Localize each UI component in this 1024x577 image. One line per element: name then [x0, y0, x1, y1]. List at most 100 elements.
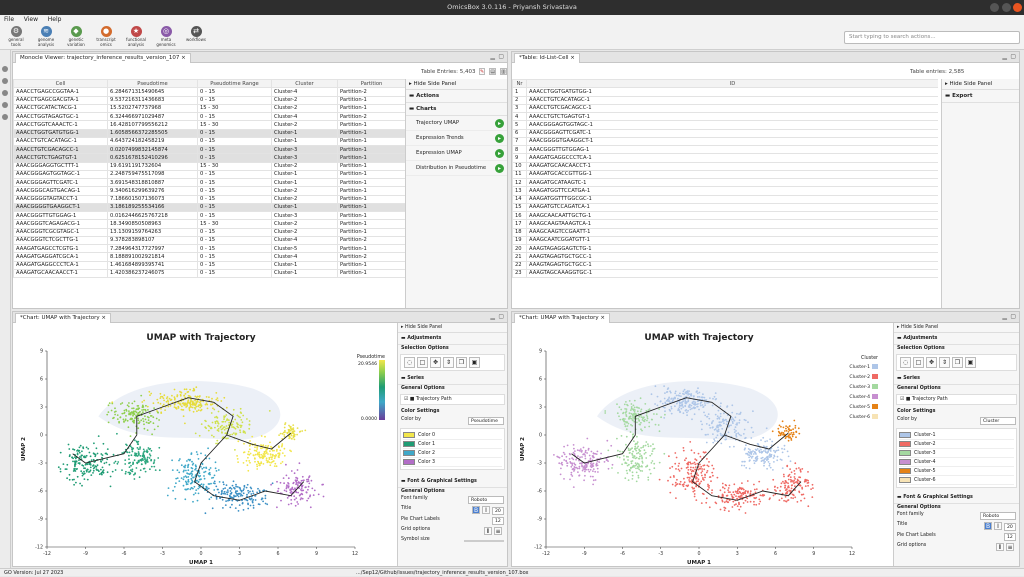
table-row[interactable]: AAAGATGAGGATCGCA-1 8.188891002921814 0 - 1… — [13, 252, 405, 262]
trajectory-path-toggle[interactable]: ☑ ■ Trajectory Path — [400, 394, 505, 405]
color-swatch[interactable] — [899, 468, 911, 474]
hide-side-panel-button[interactable]: ▸ Hide Side Panel — [398, 323, 507, 333]
save-icon[interactable]: ▤ — [489, 68, 496, 75]
table-row[interactable]: AAACCTGGTCAAACTC-1 16.428107799556212 15 -… — [13, 120, 405, 130]
color-swatch-row[interactable]: Cluster-2 — [899, 440, 1014, 449]
table-row[interactable]: AAACGGGTCGCGTAGC-1 13.1309159764263 0 - 15… — [13, 227, 405, 237]
general-tools-button[interactable]: ⚙ general tools — [8, 26, 24, 47]
pan-icon[interactable]: ✥ — [430, 357, 441, 368]
reset-icon[interactable]: ▣ — [965, 357, 976, 368]
table-row[interactable]: AAACGGGCAGTGACAG-1 9.340616299639276 0 - 1… — [13, 186, 405, 196]
menu-view[interactable]: View — [23, 16, 39, 23]
table-row[interactable]: AAACGGGAGGTGCTTT-1 19.6191191732604 15 - 3… — [13, 161, 405, 171]
title-size-input[interactable]: 20 — [492, 507, 504, 515]
color-swatch[interactable] — [899, 459, 911, 465]
umap-pseudotime-chart[interactable]: UMAP with Trajectory-12 -9 -6 -3 0 3 6 9 12-12-9… — [13, 323, 397, 566]
edit-icon[interactable]: ✎ — [479, 68, 486, 75]
table-row[interactable]: AAACCTGTCGACAGCC-1 0.0207499832145874 0 - … — [13, 144, 405, 155]
strip-icon-3[interactable] — [2, 90, 8, 96]
run-icon[interactable]: ▸ — [495, 164, 504, 173]
export-section[interactable]: ▬ Export — [942, 90, 1019, 103]
table-row[interactable]: AAACGGGGTGAAGGCT-1 3.186189255534166 0 - 1… — [13, 202, 405, 213]
pie-size-input[interactable]: 12 — [1004, 533, 1016, 541]
menu-file[interactable]: File — [4, 16, 15, 23]
maximize-icon[interactable] — [1002, 3, 1011, 12]
bold-icon[interactable]: B — [984, 522, 992, 530]
table-row[interactable]: 3 AAACCTGTCGACAGCC-1 — [512, 103, 938, 114]
metagenomics-button[interactable]: ◎ meta genomics — [156, 26, 176, 47]
color-swatch-row[interactable]: Color 2 — [403, 449, 502, 458]
genome-analysis-button[interactable]: ≋ genome analysis — [37, 26, 55, 47]
minimize-panel-icon[interactable]: ▁ — [1002, 313, 1007, 320]
close-icon[interactable] — [1013, 3, 1022, 12]
transcriptomics-button[interactable]: ● transcript omics — [96, 26, 116, 47]
minimize-panel-icon[interactable]: ▁ — [490, 53, 495, 60]
color-swatch-row[interactable]: Cluster-5 — [899, 467, 1014, 476]
column-header[interactable]: Cluster — [271, 79, 338, 89]
table-row[interactable]: 1 AAACCTGGTGATGTGG-1 — [512, 87, 938, 97]
column-header[interactable]: Pseudotime Range — [197, 79, 272, 89]
table-row[interactable]: AAACGGGAGTTCGATC-1 3.691548318810887 0 - 1… — [13, 177, 405, 188]
pie-size-input[interactable]: 12 — [492, 517, 504, 525]
genetic-variation-button[interactable]: ◆ genetic variation — [67, 26, 85, 47]
strip-icon-5[interactable] — [2, 114, 8, 120]
color-by-select[interactable]: Pseudotime — [468, 417, 504, 425]
table-row[interactable]: 14 AAAGATGGTTTGGCGC-1 — [512, 194, 938, 204]
tab-chart-umap-1[interactable]: *Chart: UMAP with Trajectory × — [15, 313, 111, 323]
hide-side-panel-button[interactable]: ▸ Hide Side Panel — [406, 79, 507, 90]
grid-horizontal-icon[interactable]: ≡ — [494, 527, 502, 535]
table-row[interactable]: 12 AAAGATGCATAAGTC-1 — [512, 177, 938, 188]
table-row[interactable]: AAACCTGAGCGACGTA-1 9.537216311436683 0 - 1… — [13, 95, 405, 105]
strip-icon-4[interactable] — [2, 102, 8, 108]
move-icon[interactable]: ⇕ — [939, 357, 950, 368]
column-header[interactable]: Partition — [337, 79, 405, 89]
symbol-size-slider[interactable] — [464, 540, 504, 542]
strip-icon-1[interactable] — [2, 66, 8, 72]
functional-analysis-button[interactable]: ★ functional analysis — [126, 26, 146, 47]
adjustments-section[interactable]: ▬ Adjustments — [398, 333, 507, 345]
color-swatch-row[interactable]: Color 0 — [403, 431, 502, 440]
table-row[interactable]: AAACCTGCATACTACG-1 15.5202747737968 15 - 3… — [13, 103, 405, 114]
color-swatch[interactable] — [899, 441, 911, 447]
table-row[interactable]: AAACCTGGTGATGTGG-1 1.6058566372285505 0 - … — [13, 128, 405, 138]
adjustments-section[interactable]: ▬ Adjustments — [894, 333, 1019, 345]
strip-icon-2[interactable] — [2, 78, 8, 84]
table-row[interactable]: AAACGGGGTAGTACCT-1 7.186601507136073 0 - 1… — [13, 194, 405, 204]
minimize-panel-icon[interactable]: ▁ — [490, 313, 495, 320]
table-row[interactable]: AAAGATGCAACAACCT-1 1.420386237246075 0 - 1… — [13, 268, 405, 279]
menu-help[interactable]: Help — [47, 16, 62, 23]
series-section[interactable]: ▬ Series — [894, 373, 1019, 385]
chart-item-expression-umap[interactable]: Expression UMAP ▸ — [406, 146, 507, 161]
grid-vertical-icon[interactable]: ⦀ — [484, 527, 492, 535]
color-by-select[interactable]: Cluster — [980, 417, 1016, 425]
color-swatch[interactable] — [403, 441, 415, 447]
color-swatch[interactable] — [899, 432, 911, 438]
tab-chart-umap-2[interactable]: *Chart: UMAP with Trajectory × — [514, 313, 610, 323]
column-header[interactable]: ID — [526, 79, 938, 89]
table-row[interactable]: 16 AAAGCAACAATTGCTG-1 — [512, 210, 938, 221]
table-row[interactable]: 5 AAACGGGAGTGGTAGC-1 — [512, 120, 938, 130]
run-icon[interactable]: ▸ — [495, 134, 504, 143]
table-row[interactable]: AAAGATGAGCCTCGTG-1 7.284964317727997 0 - 1… — [13, 243, 405, 254]
table-row[interactable]: AAACGGGAGTGGTAGC-1 2.248759475517098 0 - 1… — [13, 169, 405, 180]
font-graphical-section[interactable]: ▬ Font & Graphical Settings — [894, 492, 1019, 504]
table-row[interactable]: 6 AAACGGGAGTTCGATC-1 — [512, 128, 938, 138]
table-row[interactable]: AAACGGGTCAGAGACG-1 18.3490850508963 15 - 3… — [13, 219, 405, 229]
table-row[interactable]: 9 AAAGATGAGGCCCTCA-1 — [512, 153, 938, 163]
column-header[interactable]: Pseudotime — [107, 79, 198, 89]
hide-side-panel-button[interactable]: ▸ Hide Side Panel — [942, 79, 1019, 90]
table-row[interactable]: 18 AAAGCAAGTCCGAATT-1 — [512, 227, 938, 237]
bold-icon[interactable]: B — [472, 506, 480, 514]
maximize-panel-icon[interactable]: ▢ — [1010, 313, 1016, 320]
table-row[interactable]: 13 AAAGATGGTTCCATGA-1 — [512, 186, 938, 196]
umap-cluster-chart[interactable]: UMAP with Trajectory-12 -9 -6 -3 0 3 6 9 12-12-9… — [512, 323, 893, 566]
table-row[interactable]: 11 AAAGATGCACCGTTGG-1 — [512, 169, 938, 180]
tab-idlist[interactable]: *Table: Id-List-Cell × — [514, 53, 580, 63]
table-row[interactable]: 19 AAAGCAATCGGATGTT-1 — [512, 235, 938, 246]
table-row[interactable]: AAACGGGTCTCGCTTG-1 9.378283898107 0 - 15 Cl… — [13, 235, 405, 246]
lasso-icon[interactable]: ◌ — [404, 357, 415, 368]
color-swatch-row[interactable]: Color 1 — [403, 440, 502, 449]
table-row[interactable]: AAACCTGTCACATAGC-1 4.643724182458219 0 - 1… — [13, 136, 405, 147]
copy-icon[interactable]: ❐ — [456, 357, 467, 368]
color-swatch[interactable] — [403, 432, 415, 438]
